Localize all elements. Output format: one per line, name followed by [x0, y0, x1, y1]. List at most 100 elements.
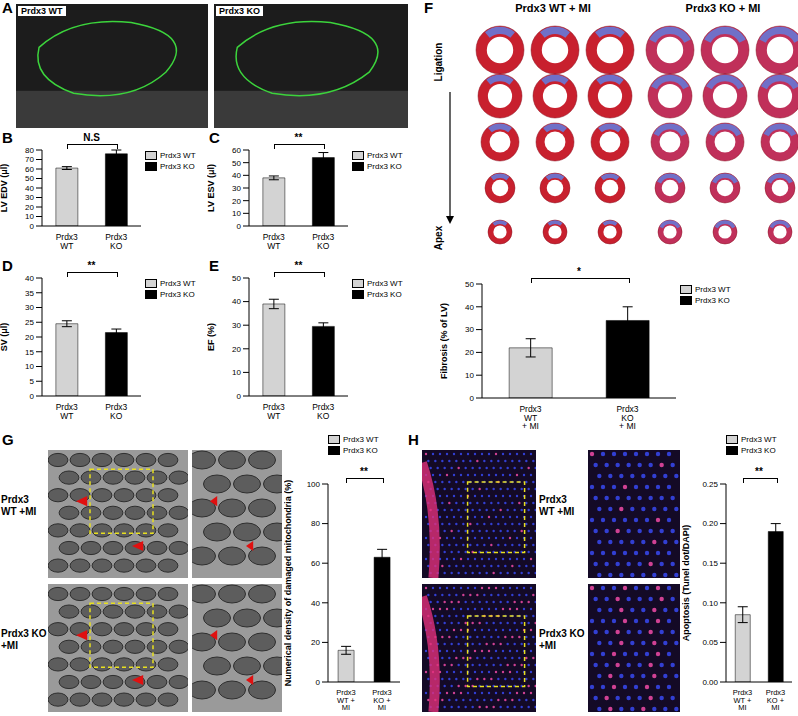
html-text:Prdx3 WT: Prdx3 WT	[160, 279, 196, 288]
html-text:N.S: N.S	[83, 132, 100, 143]
svg-text:Prdx3KO: Prdx3KO	[105, 232, 127, 251]
html-text:Prdx3 KO: Prdx3 KO	[160, 162, 195, 171]
svg-text:40: 40	[232, 171, 241, 180]
html-text:Prdx3 WT: Prdx3 WT	[160, 151, 196, 160]
svg-text:Apoptosis (Tunel dot/DAPI): Apoptosis (Tunel dot/DAPI)	[682, 525, 691, 641]
svg-text:20: 20	[232, 345, 241, 354]
html-text:A: A	[2, 0, 13, 16]
svg-text:50: 50	[232, 159, 241, 168]
svg-text:20: 20	[25, 333, 34, 342]
html-text:Prdx3 KO: Prdx3 KO	[695, 296, 730, 305]
svg-text:Prdx3KO +MI: Prdx3KO +MI	[372, 688, 392, 712]
svg-text:80: 80	[311, 519, 320, 528]
svg-text:0.15: 0.15	[702, 559, 718, 568]
svg-text:0: 0	[237, 392, 242, 401]
svg-text:0.00: 0.00	[702, 678, 718, 687]
svg-text:Prdx3WT: Prdx3WT	[263, 232, 285, 251]
svg-text:30: 30	[232, 184, 241, 193]
svg-text:Prdx3KO: Prdx3KO	[312, 402, 334, 421]
svg-text:30: 30	[25, 193, 34, 202]
svg-text:40: 40	[25, 184, 34, 193]
html-text:Prdx3 KO: Prdx3 KO	[367, 162, 402, 171]
svg-text:50: 50	[465, 280, 474, 289]
html-text:Prdx3 WT: Prdx3 WT	[367, 151, 403, 160]
html-text:Prdx3 WT +MI: Prdx3 WT +MI	[1, 494, 37, 517]
svg-text:Prdx3KO+ MI: Prdx3KO+ MI	[616, 404, 638, 430]
svg-text:Prdx3WT +MI: Prdx3WT +MI	[336, 688, 356, 712]
svg-text:0: 0	[30, 392, 35, 401]
html-text:Prdx3 KO: Prdx3 KO	[367, 290, 402, 299]
html-text:G: G	[2, 431, 14, 448]
svg-text:40: 40	[25, 274, 34, 283]
svg-text:35: 35	[25, 289, 34, 298]
svg-text:EF (%): EF (%)	[207, 323, 216, 351]
svg-text:30: 30	[232, 321, 241, 330]
svg-text:10: 10	[465, 371, 474, 380]
svg-text:30: 30	[465, 325, 474, 334]
svg-text:40: 40	[311, 599, 320, 608]
svg-text:10: 10	[232, 209, 241, 218]
svg-text:Prdx3KO: Prdx3KO	[312, 232, 334, 251]
html-text:E: E	[209, 257, 219, 274]
html-text:Prdx3 WT: Prdx3 WT	[343, 435, 379, 444]
svg-text:0: 0	[237, 222, 242, 231]
svg-text:70: 70	[25, 155, 34, 164]
svg-text:20: 20	[311, 638, 320, 647]
html-text:Prdx3 KO +MI: Prdx3 KO +MI	[1, 628, 47, 651]
svg-text:60: 60	[311, 559, 320, 568]
svg-text:10: 10	[25, 212, 34, 221]
svg-text:Prdx3WT: Prdx3WT	[56, 232, 78, 251]
html-text:Prdx3 WT + MI: Prdx3 WT + MI	[515, 2, 591, 14]
svg-text:100: 100	[307, 480, 321, 489]
html-text:D: D	[2, 257, 13, 274]
svg-text:5: 5	[30, 377, 35, 386]
svg-text:20: 20	[25, 203, 34, 212]
html-text:Prdx3 WT +MI: Prdx3 WT +MI	[539, 494, 575, 517]
svg-text:80: 80	[25, 146, 34, 155]
svg-text:0: 0	[30, 222, 35, 231]
svg-text:50: 50	[25, 174, 34, 183]
html-text:H: H	[408, 431, 419, 448]
svg-text:10: 10	[232, 368, 241, 377]
svg-text:20: 20	[465, 348, 474, 357]
html-text:F: F	[424, 0, 434, 16]
svg-text:Prdx3KO +MI: Prdx3KO +MI	[766, 688, 786, 712]
svg-text:Prdx3WT: Prdx3WT	[56, 402, 78, 421]
html-text:Prdx3 WT: Prdx3 WT	[367, 279, 403, 288]
html-text:Prdx3 KO: Prdx3 KO	[219, 6, 260, 16]
svg-text:60: 60	[232, 146, 241, 155]
svg-text:LV EDV (μl): LV EDV (μl)	[0, 164, 9, 212]
svg-text:Prdx3WT: Prdx3WT	[263, 402, 285, 421]
html-text:Prdx3 WT: Prdx3 WT	[21, 6, 63, 16]
svg-text:Fibrosis (% of LV): Fibrosis (% of LV)	[440, 303, 449, 379]
svg-text:10: 10	[25, 362, 34, 371]
svg-text:Prdx3KO: Prdx3KO	[105, 402, 127, 421]
svg-text:0.05: 0.05	[702, 638, 718, 647]
svg-text:0: 0	[470, 394, 475, 403]
html-text:Prdx3 KO +MI: Prdx3 KO +MI	[539, 628, 585, 651]
html-text:B: B	[2, 129, 13, 146]
svg-text:40: 40	[465, 303, 474, 312]
svg-text:LV ESV (μl): LV ESV (μl)	[207, 164, 216, 212]
html-text:C: C	[209, 129, 220, 146]
svg-text:Apex: Apex	[433, 225, 444, 250]
svg-text:Ligation: Ligation	[433, 43, 444, 82]
svg-text:Prdx3WT+ MI: Prdx3WT+ MI	[519, 404, 541, 430]
svg-text:Numerical density of damaged m: Numerical density of damaged mitochondri…	[284, 480, 293, 687]
svg-text:0.10: 0.10	[702, 599, 718, 608]
svg-text:0: 0	[316, 678, 321, 687]
svg-text:SV (μl): SV (μl)	[0, 323, 9, 352]
svg-text:15: 15	[25, 348, 34, 357]
html-text:Prdx3 KO: Prdx3 KO	[160, 290, 195, 299]
svg-text:Prdx3WT +MI: Prdx3WT +MI	[733, 688, 753, 712]
svg-text:20: 20	[232, 197, 241, 206]
svg-text:0.20: 0.20	[702, 519, 718, 528]
svg-text:30: 30	[25, 303, 34, 312]
svg-text:25: 25	[25, 318, 34, 327]
svg-text:0.25: 0.25	[702, 480, 718, 489]
svg-text:40: 40	[232, 297, 241, 306]
html-text:Prdx3 KO + MI: Prdx3 KO + MI	[685, 2, 761, 14]
svg-text:50: 50	[232, 274, 241, 283]
svg-text:60: 60	[25, 165, 34, 174]
html-text:Prdx3 WT: Prdx3 WT	[695, 285, 731, 294]
